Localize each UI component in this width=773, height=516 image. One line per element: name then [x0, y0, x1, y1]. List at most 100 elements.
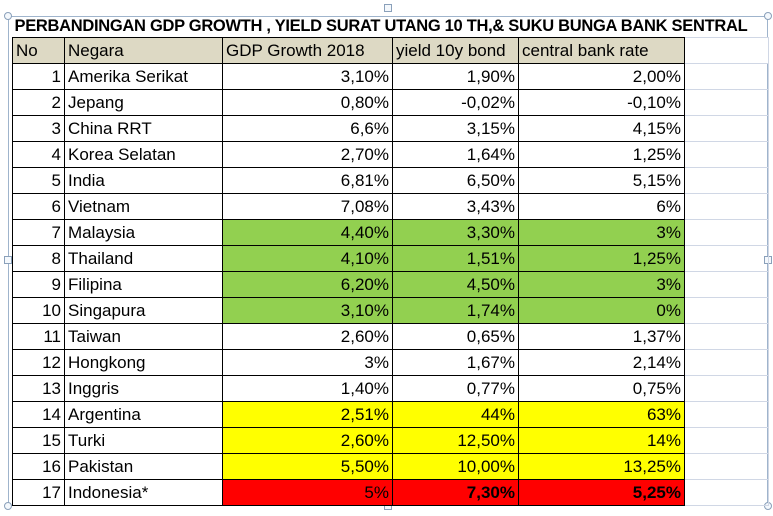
country-cell[interactable]: Amerika Serikat: [64, 63, 223, 90]
yield-cell[interactable]: 0,65%: [392, 323, 519, 350]
row-number[interactable]: 10: [12, 297, 65, 324]
empty-cell[interactable]: [684, 219, 769, 246]
empty-cell[interactable]: [684, 427, 769, 454]
country-cell[interactable]: Malaysia: [64, 219, 223, 246]
empty-cell[interactable]: [684, 271, 769, 298]
row-number[interactable]: 15: [12, 427, 65, 454]
yield-cell[interactable]: 3,43%: [392, 193, 519, 220]
empty-cell[interactable]: [684, 63, 769, 90]
resize-handle-left[interactable]: [4, 256, 12, 264]
resize-handle-top-left[interactable]: [4, 12, 12, 20]
rate-cell[interactable]: 3%: [518, 271, 685, 298]
rate-cell[interactable]: 4,15%: [518, 115, 685, 142]
country-cell[interactable]: Jepang: [64, 89, 223, 116]
yield-cell[interactable]: 6,50%: [392, 167, 519, 194]
row-number[interactable]: 9: [12, 271, 65, 298]
country-cell[interactable]: Singapura: [64, 297, 223, 324]
row-number[interactable]: 6: [12, 193, 65, 220]
yield-cell[interactable]: 1,90%: [392, 63, 519, 90]
rate-cell[interactable]: -0,10%: [518, 89, 685, 116]
rate-cell[interactable]: 3%: [518, 219, 685, 246]
gdp-cell[interactable]: 2,70%: [222, 141, 393, 168]
gdp-cell[interactable]: 0,80%: [222, 89, 393, 116]
yield-cell[interactable]: 1,51%: [392, 245, 519, 272]
empty-cell[interactable]: [684, 401, 769, 428]
row-number[interactable]: 2: [12, 89, 65, 116]
yield-cell[interactable]: 44%: [392, 401, 519, 428]
row-number[interactable]: 14: [12, 401, 65, 428]
empty-cell[interactable]: [684, 453, 769, 480]
resize-handle-top[interactable]: [384, 4, 392, 12]
empty-cell[interactable]: [684, 115, 769, 142]
row-number[interactable]: 17: [12, 479, 65, 506]
gdp-cell[interactable]: 3%: [222, 349, 393, 376]
empty-cell[interactable]: [684, 349, 769, 376]
gdp-cell[interactable]: 3,10%: [222, 63, 393, 90]
empty-cell[interactable]: [684, 167, 769, 194]
empty-cell[interactable]: [684, 297, 769, 324]
country-cell[interactable]: Thailand: [64, 245, 223, 272]
rate-cell[interactable]: 6%: [518, 193, 685, 220]
yield-cell[interactable]: 1,64%: [392, 141, 519, 168]
rate-cell[interactable]: 1,25%: [518, 245, 685, 272]
gdp-cell[interactable]: 2,51%: [222, 401, 393, 428]
gdp-cell[interactable]: 1,40%: [222, 375, 393, 402]
rate-cell[interactable]: 0%: [518, 297, 685, 324]
gdp-cell[interactable]: 7,08%: [222, 193, 393, 220]
yield-cell[interactable]: 10,00%: [392, 453, 519, 480]
country-cell[interactable]: Vietnam: [64, 193, 223, 220]
country-cell[interactable]: China RRT: [64, 115, 223, 142]
yield-cell[interactable]: 7,30%: [392, 479, 519, 506]
rate-cell[interactable]: 0,75%: [518, 375, 685, 402]
yield-cell[interactable]: 12,50%: [392, 427, 519, 454]
country-cell[interactable]: Hongkong: [64, 349, 223, 376]
yield-cell[interactable]: 3,30%: [392, 219, 519, 246]
rate-cell[interactable]: 63%: [518, 401, 685, 428]
empty-cell[interactable]: [684, 193, 769, 220]
gdp-cell[interactable]: 6,81%: [222, 167, 393, 194]
empty-cell[interactable]: [684, 245, 769, 272]
gdp-cell[interactable]: 4,40%: [222, 219, 393, 246]
gdp-cell[interactable]: 4,10%: [222, 245, 393, 272]
empty-cell[interactable]: [684, 89, 769, 116]
empty-cell[interactable]: [684, 37, 769, 64]
rate-cell[interactable]: 5,25%: [518, 479, 685, 506]
gdp-cell[interactable]: 5,50%: [222, 453, 393, 480]
empty-cell[interactable]: [684, 323, 769, 350]
gdp-cell[interactable]: 2,60%: [222, 427, 393, 454]
gdp-cell[interactable]: 6,20%: [222, 271, 393, 298]
gdp-cell[interactable]: 2,60%: [222, 323, 393, 350]
gdp-cell[interactable]: 5%: [222, 479, 393, 506]
resize-handle-bottom-left[interactable]: [4, 502, 12, 510]
row-number[interactable]: 3: [12, 115, 65, 142]
resize-handle-top-right[interactable]: [764, 12, 772, 20]
empty-cell[interactable]: [684, 375, 769, 402]
rate-cell[interactable]: 13,25%: [518, 453, 685, 480]
yield-cell[interactable]: 0,77%: [392, 375, 519, 402]
yield-cell[interactable]: -0,02%: [392, 89, 519, 116]
row-number[interactable]: 5: [12, 167, 65, 194]
rate-cell[interactable]: 2,14%: [518, 349, 685, 376]
rate-cell[interactable]: 5,15%: [518, 167, 685, 194]
row-number[interactable]: 16: [12, 453, 65, 480]
country-cell[interactable]: India: [64, 167, 223, 194]
row-number[interactable]: 12: [12, 349, 65, 376]
rate-cell[interactable]: 2,00%: [518, 63, 685, 90]
row-number[interactable]: 13: [12, 375, 65, 402]
gdp-cell[interactable]: 6,6%: [222, 115, 393, 142]
row-number[interactable]: 4: [12, 141, 65, 168]
empty-cell[interactable]: [684, 141, 769, 168]
yield-cell[interactable]: 4,50%: [392, 271, 519, 298]
yield-cell[interactable]: 1,74%: [392, 297, 519, 324]
row-number[interactable]: 1: [12, 63, 65, 90]
rate-cell[interactable]: 1,37%: [518, 323, 685, 350]
row-number[interactable]: 11: [12, 323, 65, 350]
empty-cell[interactable]: [684, 479, 769, 506]
row-number[interactable]: 7: [12, 219, 65, 246]
country-cell[interactable]: Turki: [64, 427, 223, 454]
country-cell[interactable]: Korea Selatan: [64, 141, 223, 168]
country-cell[interactable]: Indonesia*: [64, 479, 223, 506]
country-cell[interactable]: Inggris: [64, 375, 223, 402]
country-cell[interactable]: Argentina: [64, 401, 223, 428]
country-cell[interactable]: Taiwan: [64, 323, 223, 350]
